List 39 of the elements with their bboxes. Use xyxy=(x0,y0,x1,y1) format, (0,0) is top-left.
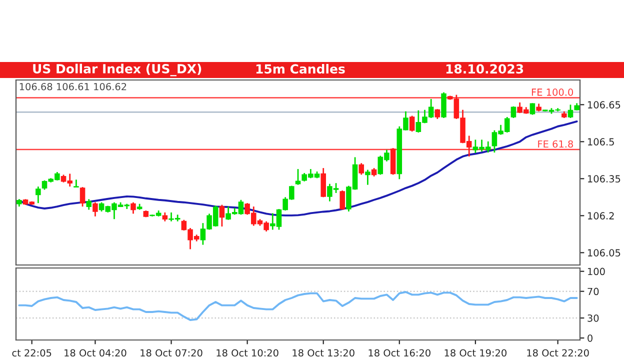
x-tick-label: 18 Oct 22:20 xyxy=(527,349,589,357)
candlestick xyxy=(530,102,536,116)
candlestick xyxy=(92,202,98,218)
candlestick xyxy=(409,115,415,132)
ref-line-label: FE 61.8 xyxy=(538,140,573,148)
y-tick-label: 30 xyxy=(588,314,599,322)
x-tick-label: 18 Oct 19:20 xyxy=(444,349,506,357)
y-tick-label: 70 xyxy=(588,288,599,296)
candlestick xyxy=(219,204,225,228)
y-tick-label: 100 xyxy=(588,268,605,276)
y-tick-label: 106.35 xyxy=(588,175,620,182)
ref-line-label: FE 100.0 xyxy=(532,88,574,96)
x-tick-label: 18 Oct 16:20 xyxy=(368,349,430,357)
y-tick-label: 106.5 xyxy=(588,138,614,146)
candlestick xyxy=(320,167,326,198)
candlestick xyxy=(340,190,345,210)
x-tick-label: 18 Oct 07:20 xyxy=(140,349,202,357)
chart-title: US Dollar Index (US_DX) xyxy=(33,64,202,76)
y-tick-label: 106.2 xyxy=(588,212,614,220)
y-tick-label: 106.65 xyxy=(588,101,620,108)
annotation: 106.68 106.61 106.62 xyxy=(20,82,126,90)
text: 18.10.2023 xyxy=(446,64,524,74)
y-tick-label: 0 xyxy=(588,334,592,342)
candlestick xyxy=(74,178,79,188)
candlestick xyxy=(441,92,446,119)
chart-subtitle: 15m Candles xyxy=(256,64,345,74)
candlestick xyxy=(365,169,370,186)
y-tick-label: 106.05 xyxy=(588,249,620,256)
line-series xyxy=(18,291,578,321)
candlestick xyxy=(36,186,41,204)
x-tick-label: 18 Oct 13:20 xyxy=(292,349,354,357)
candlestick xyxy=(434,108,440,120)
candlestick xyxy=(86,198,92,210)
x-tick-label: 18 Oct 04:20 xyxy=(64,349,126,357)
candlestick xyxy=(80,186,86,208)
candlestick xyxy=(130,202,136,214)
candlestick xyxy=(358,162,364,176)
x-tick-label: ct 22:05 xyxy=(12,349,52,357)
x-tick-label: 18 Oct 10:20 xyxy=(216,349,278,357)
